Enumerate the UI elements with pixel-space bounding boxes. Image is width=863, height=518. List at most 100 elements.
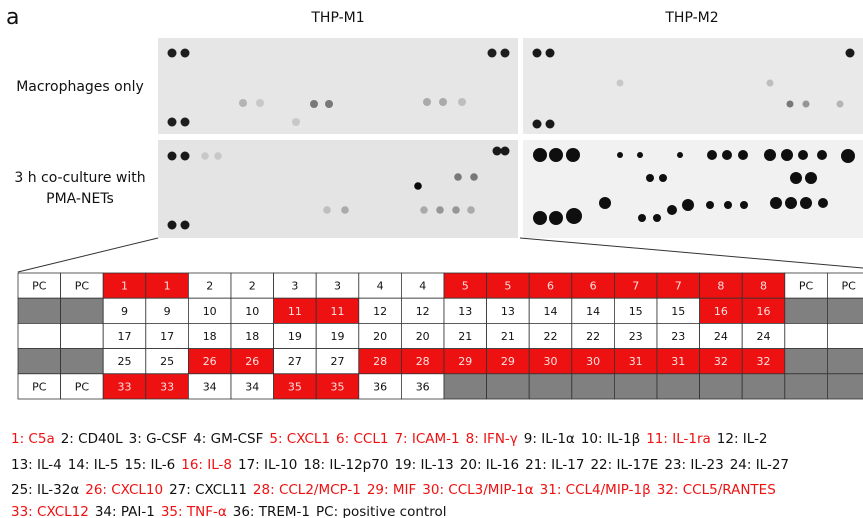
spot xyxy=(724,201,732,209)
cell-label: 3 xyxy=(291,280,298,293)
spot xyxy=(740,201,748,209)
table-cell xyxy=(400,297,445,324)
spot xyxy=(167,220,177,230)
legend-line: 13: IL-4 14: IL-5 15: IL-6 16: IL-8 17: IL-1… xyxy=(11,457,789,473)
cell-label: 36 xyxy=(416,380,430,393)
table-cell xyxy=(614,348,658,375)
table-cell xyxy=(486,322,530,349)
table-cell xyxy=(784,272,828,299)
spot xyxy=(323,206,331,214)
cell-label: 30 xyxy=(544,355,558,368)
cell-label: 11 xyxy=(331,305,345,318)
cell-label: 34 xyxy=(245,380,259,393)
table-cell xyxy=(230,373,274,400)
spot xyxy=(764,149,776,161)
legend-entry: 30: CCL3/MIP-1α xyxy=(422,482,533,498)
legend-entry: 7: ICAM-1 xyxy=(394,431,459,447)
cell-label: 35 xyxy=(331,380,345,393)
cell-label: 28 xyxy=(416,355,430,368)
table-cell xyxy=(827,272,863,299)
cell-label: 4 xyxy=(419,280,426,293)
spot xyxy=(766,79,774,87)
table-cell xyxy=(17,297,61,324)
table-cell xyxy=(315,348,360,375)
spot xyxy=(180,117,190,127)
table-cell xyxy=(60,272,104,299)
cell-label: 5 xyxy=(462,280,469,293)
table-cell xyxy=(827,322,863,349)
spot xyxy=(549,211,563,225)
cell-label: 34 xyxy=(203,380,217,393)
cell-label: 4 xyxy=(377,280,384,293)
cell-label: PC xyxy=(32,280,47,293)
legend-line: 1: C5a 2: CD40L 3: G-CSF 4: GM-CSF 5: CXCL1 6… xyxy=(11,431,768,447)
legend-entry: 33: CXCL12 xyxy=(11,504,89,518)
cell-label: 32 xyxy=(714,355,728,368)
cell-label: 19 xyxy=(288,330,302,343)
row-header: 3 h co-culture with xyxy=(14,170,145,186)
spot xyxy=(800,197,812,209)
cell-label: 22 xyxy=(586,330,600,343)
cell-label: 21 xyxy=(501,330,515,343)
legend-entry: 31: CCL4/MIP-1β xyxy=(540,482,651,498)
spot xyxy=(420,206,428,214)
spot xyxy=(617,152,623,158)
table-cell xyxy=(827,297,863,324)
cell-label: PC xyxy=(75,280,90,293)
table-cell xyxy=(358,373,402,400)
cell-label: 24 xyxy=(757,330,771,343)
table-cell xyxy=(614,297,658,324)
cell-label: 1 xyxy=(121,280,128,293)
legend-entry: 19: IL-13 xyxy=(394,457,453,473)
legend-entry: PC: positive control xyxy=(316,504,446,518)
cell-label: 33 xyxy=(160,380,174,393)
spot xyxy=(341,206,349,214)
spot xyxy=(458,98,466,106)
table-cell xyxy=(187,322,232,349)
cell-label: 27 xyxy=(331,355,345,368)
legend-entry: 34: PAI-1 xyxy=(95,504,155,518)
cell-label: 6 xyxy=(547,280,554,293)
table-cell xyxy=(273,272,317,299)
spot xyxy=(500,48,510,58)
spot xyxy=(841,149,855,163)
legend: 1: C5a 2: CD40L 3: G-CSF 4: GM-CSF 5: CXCL1 6… xyxy=(11,431,789,518)
legend-entry: 32: CCL5/RANTES xyxy=(657,482,776,498)
spot xyxy=(836,100,844,108)
legend-entry: 21: IL-17 xyxy=(525,457,584,473)
legend-entry: 13: IL-4 xyxy=(11,457,62,473)
spot xyxy=(292,118,300,126)
cell-label: 29 xyxy=(501,355,515,368)
spot xyxy=(533,211,547,225)
spot xyxy=(738,150,748,160)
table-cell xyxy=(400,272,445,299)
spot xyxy=(790,172,802,184)
table-cell xyxy=(443,272,487,299)
cell-label: 16 xyxy=(714,305,728,318)
spot xyxy=(436,206,444,214)
table-cell xyxy=(60,348,104,375)
column-header: THP-M2 xyxy=(664,10,718,26)
cell-label: 10 xyxy=(245,305,259,318)
table-cell xyxy=(102,322,147,349)
spot xyxy=(637,152,643,158)
cell-label: 25 xyxy=(160,355,174,368)
spot xyxy=(180,48,190,58)
legend-entry: 22: IL-17E xyxy=(590,457,658,473)
spot xyxy=(786,100,794,108)
table-cell xyxy=(315,297,360,324)
spot xyxy=(201,152,209,160)
cell-label: 13 xyxy=(501,305,515,318)
legend-entry: 16: IL-8 xyxy=(181,457,232,473)
table-cell xyxy=(60,322,104,349)
spot xyxy=(682,199,694,211)
table-cell xyxy=(315,322,360,349)
cell-label: 5 xyxy=(504,280,511,293)
blot-spots xyxy=(167,48,855,230)
cell-label: 8 xyxy=(760,280,767,293)
cell-label: 31 xyxy=(671,355,685,368)
cell-label: 21 xyxy=(458,330,472,343)
cell-label: 13 xyxy=(458,305,472,318)
legend-entry: 2: CD40L xyxy=(61,431,123,447)
